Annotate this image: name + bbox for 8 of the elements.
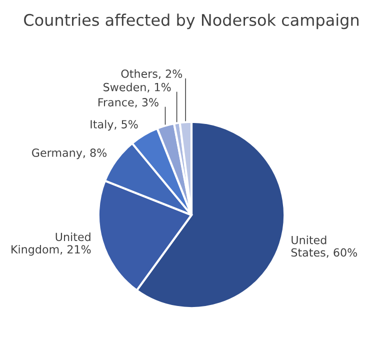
slice-label: United Kingdom, 21% bbox=[12, 232, 91, 256]
slice-label: France, 3% bbox=[98, 98, 158, 108]
slice-label: Others, 2% bbox=[121, 69, 182, 80]
slice-label: United States, 60% bbox=[291, 236, 358, 258]
slice-label: Sweden, 1% bbox=[104, 82, 171, 92]
slice-label: Germany, 8% bbox=[32, 148, 107, 160]
slice-label: Italy, 5% bbox=[90, 120, 138, 131]
chart-title: Countries affected by Nodersok campaign bbox=[24, 14, 358, 30]
